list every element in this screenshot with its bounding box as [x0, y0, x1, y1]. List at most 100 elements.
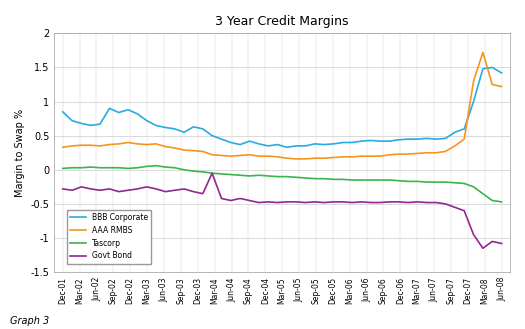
- Tascorp: [443, 180, 449, 184]
- Tascorp: [69, 166, 75, 170]
- BBB Corporate: [461, 127, 467, 131]
- Govt Bond: [293, 200, 299, 204]
- Govt Bond: [172, 188, 178, 192]
- Line: BBB Corporate: BBB Corporate: [62, 67, 501, 147]
- Govt Bond: [116, 190, 122, 193]
- BBB Corporate: [498, 71, 505, 75]
- Govt Bond: [443, 202, 449, 206]
- BBB Corporate: [256, 142, 262, 146]
- Govt Bond: [162, 190, 169, 193]
- Tascorp: [396, 179, 402, 183]
- AAA RMBS: [162, 145, 169, 149]
- AAA RMBS: [330, 156, 337, 160]
- AAA RMBS: [498, 85, 505, 89]
- Tascorp: [433, 180, 439, 184]
- BBB Corporate: [377, 139, 383, 143]
- BBB Corporate: [228, 140, 234, 144]
- AAA RMBS: [424, 151, 430, 155]
- AAA RMBS: [405, 152, 412, 156]
- AAA RMBS: [443, 149, 449, 153]
- Govt Bond: [321, 201, 327, 205]
- Tascorp: [377, 178, 383, 182]
- AAA RMBS: [293, 157, 299, 161]
- Govt Bond: [489, 240, 496, 243]
- Tascorp: [59, 166, 66, 170]
- BBB Corporate: [200, 127, 206, 131]
- Tascorp: [200, 170, 206, 174]
- Line: AAA RMBS: AAA RMBS: [62, 52, 501, 159]
- Tascorp: [368, 178, 374, 182]
- Govt Bond: [480, 246, 486, 250]
- AAA RMBS: [340, 155, 346, 159]
- Tascorp: [424, 180, 430, 184]
- BBB Corporate: [321, 142, 327, 146]
- AAA RMBS: [396, 152, 402, 156]
- Line: Tascorp: Tascorp: [62, 166, 501, 202]
- BBB Corporate: [480, 67, 486, 71]
- AAA RMBS: [349, 155, 355, 159]
- Y-axis label: Margin to Swap %: Margin to Swap %: [15, 109, 25, 197]
- AAA RMBS: [69, 144, 75, 148]
- AAA RMBS: [386, 153, 393, 157]
- Govt Bond: [190, 190, 196, 193]
- BBB Corporate: [59, 110, 66, 114]
- Govt Bond: [181, 187, 187, 191]
- BBB Corporate: [218, 137, 225, 141]
- Tascorp: [321, 177, 327, 181]
- Govt Bond: [275, 201, 281, 205]
- Govt Bond: [265, 200, 271, 204]
- Govt Bond: [97, 188, 103, 192]
- Tascorp: [480, 192, 486, 196]
- AAA RMBS: [228, 154, 234, 158]
- Tascorp: [470, 185, 477, 189]
- AAA RMBS: [489, 83, 496, 87]
- Tascorp: [209, 171, 215, 175]
- Govt Bond: [377, 201, 383, 205]
- AAA RMBS: [78, 143, 85, 147]
- BBB Corporate: [284, 145, 290, 149]
- AAA RMBS: [144, 142, 150, 146]
- BBB Corporate: [134, 112, 141, 116]
- AAA RMBS: [321, 156, 327, 160]
- BBB Corporate: [414, 137, 421, 141]
- Govt Bond: [78, 185, 85, 189]
- BBB Corporate: [359, 139, 365, 143]
- Tascorp: [498, 200, 505, 204]
- AAA RMBS: [237, 154, 243, 158]
- AAA RMBS: [480, 50, 486, 54]
- Govt Bond: [209, 171, 215, 175]
- Govt Bond: [59, 187, 66, 191]
- AAA RMBS: [470, 79, 477, 83]
- Title: 3 Year Credit Margins: 3 Year Credit Margins: [215, 15, 349, 28]
- Govt Bond: [424, 201, 430, 205]
- AAA RMBS: [377, 154, 383, 158]
- BBB Corporate: [237, 142, 243, 146]
- Govt Bond: [368, 201, 374, 205]
- AAA RMBS: [153, 142, 159, 146]
- Tascorp: [144, 164, 150, 168]
- Tascorp: [256, 173, 262, 177]
- Tascorp: [125, 166, 131, 170]
- BBB Corporate: [293, 144, 299, 148]
- Tascorp: [284, 175, 290, 179]
- AAA RMBS: [190, 149, 196, 153]
- AAA RMBS: [359, 154, 365, 158]
- AAA RMBS: [246, 153, 253, 157]
- Govt Bond: [284, 200, 290, 204]
- Govt Bond: [386, 200, 393, 204]
- Govt Bond: [69, 188, 75, 192]
- Govt Bond: [125, 188, 131, 192]
- Govt Bond: [405, 201, 412, 205]
- Tascorp: [359, 178, 365, 182]
- BBB Corporate: [88, 123, 94, 127]
- Govt Bond: [498, 241, 505, 245]
- Govt Bond: [106, 187, 112, 191]
- BBB Corporate: [349, 140, 355, 144]
- BBB Corporate: [452, 130, 458, 134]
- Govt Bond: [246, 198, 253, 202]
- Tascorp: [134, 166, 141, 170]
- Tascorp: [302, 176, 309, 180]
- Govt Bond: [218, 196, 225, 200]
- BBB Corporate: [162, 126, 169, 130]
- BBB Corporate: [209, 134, 215, 138]
